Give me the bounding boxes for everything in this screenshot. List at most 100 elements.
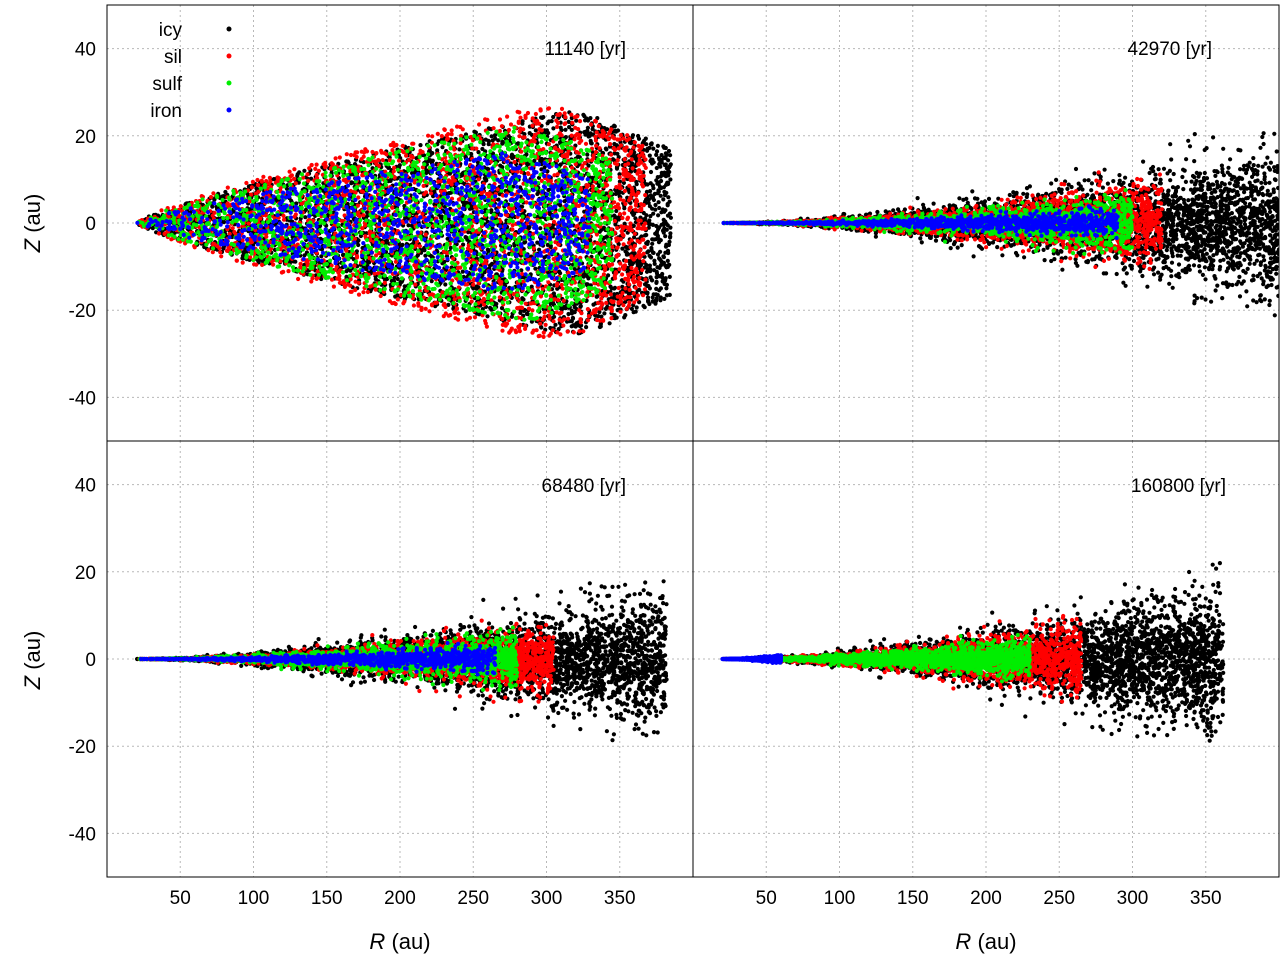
point-sil: [296, 276, 301, 282]
point-sil: [373, 287, 378, 292]
point-icy: [465, 237, 470, 242]
point-sil: [382, 280, 387, 285]
point-sil: [616, 237, 621, 242]
point-icy: [654, 279, 659, 284]
point-icy: [551, 291, 557, 296]
point-sil: [643, 277, 648, 282]
point-sil: [292, 214, 297, 219]
point-icy: [550, 225, 555, 230]
point-icy: [617, 172, 622, 177]
point-icy: [648, 181, 653, 186]
point-icy: [494, 301, 499, 306]
point-icy: [632, 235, 637, 240]
point-icy: [649, 245, 654, 251]
point-icy: [626, 188, 631, 193]
point-icy: [657, 205, 662, 211]
point-icy: [660, 271, 665, 277]
point-sil: [643, 193, 648, 198]
point-icy: [660, 261, 665, 266]
point-sil: [546, 280, 551, 285]
point-icy: [666, 180, 671, 185]
point-icy: [572, 266, 577, 271]
point-icy: [650, 241, 655, 246]
point-icy: [584, 282, 589, 287]
point-icy: [615, 128, 621, 133]
point-sil: [456, 197, 461, 202]
point-icy: [535, 240, 540, 245]
point-sil: [518, 115, 523, 120]
point-icy: [665, 173, 670, 178]
point-icy: [661, 221, 666, 226]
point-icy: [662, 296, 667, 301]
point-icy: [602, 311, 607, 316]
point-icy: [440, 145, 445, 150]
point-sil: [560, 286, 565, 291]
point-sil: [423, 306, 428, 311]
point-icy: [647, 145, 652, 151]
point-sil: [329, 161, 334, 166]
point-icy: [624, 245, 630, 250]
point-sil: [249, 192, 254, 197]
point-sil: [581, 329, 586, 334]
point-icy: [522, 132, 527, 137]
point-icy: [662, 162, 667, 168]
point-icy: [365, 210, 370, 215]
point-sil: [471, 282, 476, 287]
point-icy: [665, 258, 670, 263]
point-icy: [569, 127, 574, 132]
point-icy: [663, 234, 668, 239]
point-icy: [656, 240, 662, 245]
point-icy: [572, 305, 577, 310]
point-icy: [651, 237, 657, 242]
point-sil: [476, 177, 481, 182]
point-icy: [646, 225, 651, 230]
point-sil: [632, 243, 638, 248]
point-icy: [656, 236, 661, 242]
point-icy: [567, 125, 572, 130]
point-icy: [408, 182, 413, 187]
point-icy: [486, 142, 491, 147]
point-icy: [442, 259, 447, 265]
point-icy: [518, 310, 523, 315]
point-sil: [608, 142, 613, 147]
point-icy: [546, 119, 552, 124]
point-icy: [539, 324, 544, 330]
point-icy: [648, 169, 654, 175]
point-sil: [578, 320, 584, 325]
point-sil: [352, 263, 357, 268]
point-sil: [255, 177, 260, 183]
point-icy: [621, 180, 627, 185]
point-sil: [252, 262, 257, 267]
point-icy: [665, 213, 671, 218]
point-icy: [558, 271, 563, 276]
point-icy: [666, 158, 671, 163]
point-icy: [667, 292, 672, 297]
point-sil: [615, 158, 620, 163]
point-icy: [649, 141, 654, 146]
point-sil: [528, 301, 533, 306]
point-icy: [648, 214, 653, 219]
point-icy: [657, 265, 662, 270]
point-sil: [458, 141, 463, 146]
point-icy: [662, 209, 667, 214]
point-sil: [559, 319, 565, 324]
point-icy: [432, 189, 437, 194]
point-icy: [512, 243, 517, 248]
point-icy: [668, 231, 673, 236]
point-sil: [287, 169, 292, 174]
point-sil: [634, 297, 640, 302]
point-sil: [192, 245, 197, 250]
point-icy: [668, 177, 673, 182]
point-icy: [607, 321, 612, 326]
point-icy: [647, 286, 653, 291]
point-sil: [554, 118, 559, 123]
point-sil: [640, 267, 645, 273]
point-icy: [486, 167, 491, 172]
point-icy: [588, 238, 593, 243]
point-sil: [561, 298, 566, 303]
point-icy: [654, 286, 659, 291]
point-sil: [505, 114, 510, 119]
point-icy: [647, 153, 652, 158]
point-icy: [594, 294, 599, 299]
point-icy: [619, 278, 625, 283]
